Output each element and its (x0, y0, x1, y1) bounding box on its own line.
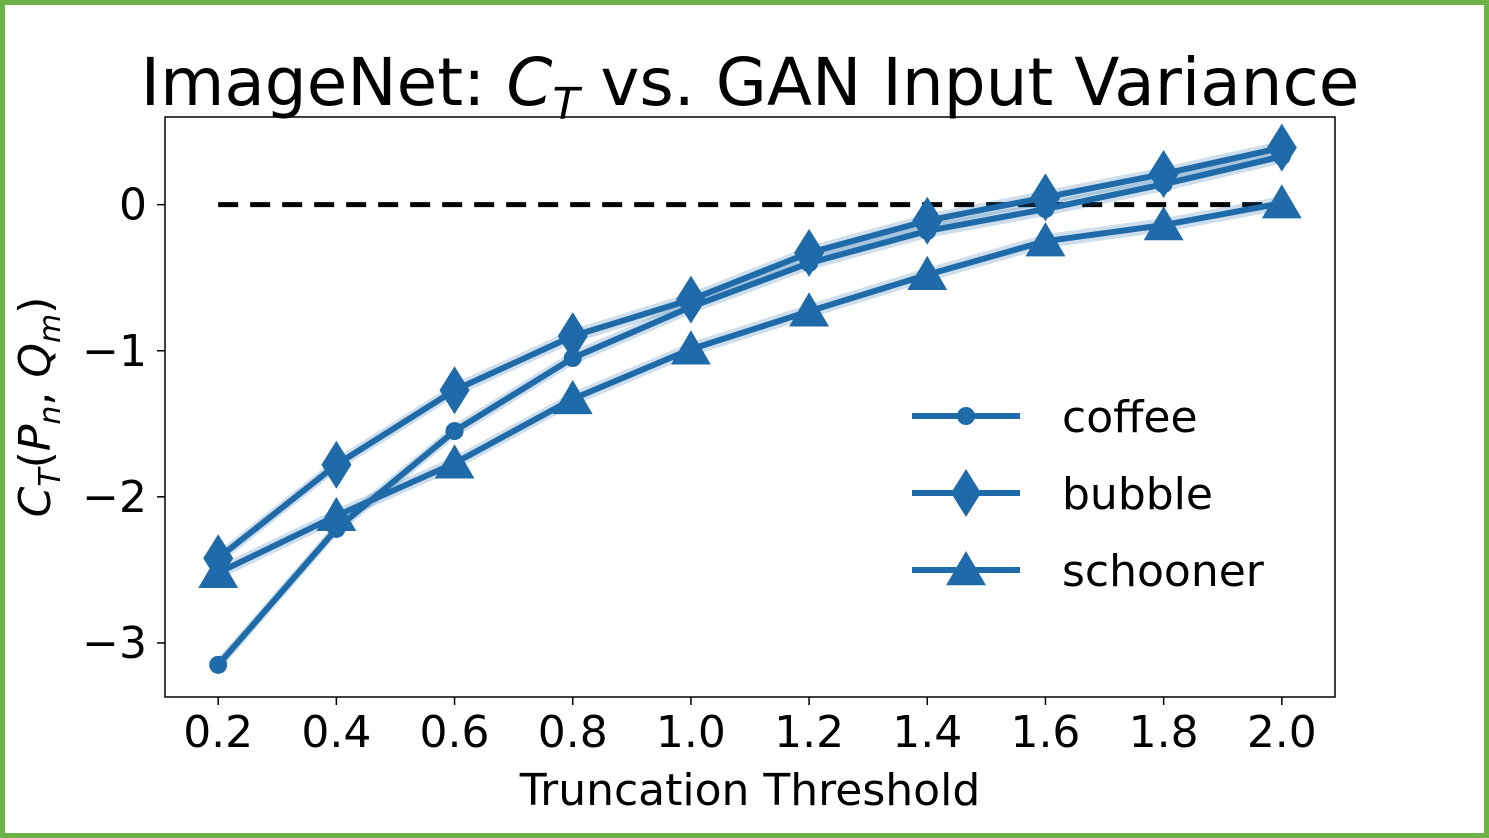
chart-title: ImageNet: CT vs. GAN Input Variance (141, 44, 1360, 130)
legend-marker-bubble (951, 469, 981, 517)
series-line-bubble (216, 144, 1283, 561)
data-point-schooner (907, 255, 948, 290)
legend-entry-schooner: schooner (912, 546, 1265, 597)
x-tick-label: 0.4 (301, 707, 371, 758)
x-axis-label: Truncation Threshold (519, 765, 981, 816)
x-tick-label: 1.6 (1010, 707, 1080, 758)
legend: coffee bubble schooner (912, 392, 1265, 597)
series-bubble (203, 123, 1297, 583)
legend-label: schooner (1062, 546, 1265, 597)
data-point-bubble (1266, 123, 1297, 172)
data-point-bubble (1030, 173, 1061, 222)
series-line-coffee (215, 153, 1283, 667)
data-point-schooner (434, 444, 475, 479)
data-point-bubble (439, 366, 470, 415)
series-schooner (198, 184, 1302, 589)
x-tick-label: 1.8 (1129, 707, 1199, 758)
legend-marker-schooner (946, 551, 986, 586)
data-point-schooner (789, 292, 830, 327)
x-tick-label: 1.0 (656, 707, 726, 758)
y-label-arg1-sub: n (33, 406, 68, 425)
legend-marker-coffee (957, 407, 975, 425)
y-tick-label: 0 (119, 180, 147, 231)
series-band-schooner (218, 196, 1282, 580)
y-label-arg1: P (10, 424, 61, 451)
data-point-bubble (321, 440, 352, 489)
y-axis-label: CT(Pn, Qm) (10, 297, 68, 518)
x-tick-label: 1.4 (892, 707, 962, 758)
y-label-symbol-sub: T (33, 466, 68, 487)
y-label-arg2: Q (10, 343, 61, 378)
y-tick-label: −3 (82, 618, 147, 669)
data-point-schooner (1143, 206, 1184, 241)
data-point-schooner (670, 330, 711, 365)
legend-entry-bubble: bubble (912, 469, 1213, 520)
plot-area (164, 116, 1336, 698)
data-point-schooner (552, 379, 593, 415)
x-axis: 0.2 0.4 0.6 0.8 1.0 1.2 1.4 1.6 1.8 2.0 (183, 697, 1317, 758)
series-layer (198, 123, 1302, 674)
y-label-sep: , (10, 378, 61, 406)
data-point-schooner (198, 553, 239, 589)
data-point-bubble (794, 228, 825, 277)
chart-title-symbol-sub: T (552, 79, 582, 130)
y-label-arg2-sub: m (33, 314, 68, 343)
y-label-symbol: C (10, 486, 61, 517)
data-point-bubble (912, 196, 943, 245)
y-label-open: ( (10, 451, 61, 468)
legend-entry-coffee: coffee (912, 392, 1198, 443)
data-point-coffee (445, 422, 464, 441)
data-point-bubble (675, 275, 706, 324)
x-tick-label: 0.8 (538, 707, 608, 758)
y-label-close: ) (10, 297, 61, 314)
y-axis: 0 −1 −2 −3 (82, 180, 165, 669)
x-tick-label: 2.0 (1247, 707, 1317, 758)
y-tick-label: −2 (82, 472, 147, 523)
data-point-bubble (1148, 149, 1179, 198)
x-tick-label: 1.2 (774, 707, 844, 758)
x-tick-label: 0.2 (183, 707, 253, 758)
x-tick-label: 0.6 (420, 707, 490, 758)
data-point-schooner (316, 496, 357, 532)
chart-title-prefix: ImageNet: (141, 44, 507, 121)
legend-label: bubble (1062, 469, 1213, 520)
legend-label: coffee (1062, 392, 1198, 443)
data-point-schooner (1025, 222, 1066, 257)
y-tick-label: −1 (82, 326, 147, 377)
data-point-coffee (209, 655, 228, 674)
chart-title-symbol: C (506, 44, 552, 121)
series-line-schooner (216, 200, 1283, 576)
data-point-bubble (557, 312, 588, 361)
chart-title-suffix: vs. GAN Input Variance (579, 44, 1359, 121)
data-point-schooner (1261, 184, 1302, 219)
